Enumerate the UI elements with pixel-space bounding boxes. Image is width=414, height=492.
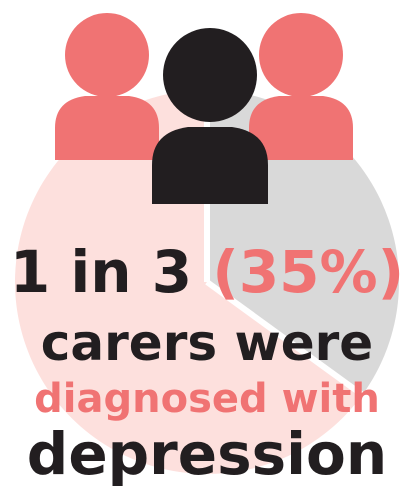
headline-line-1-main: 1 in 3 [10,238,212,306]
pie-slice-rest [15,90,363,475]
person-icon [152,28,268,204]
headline-line-3: diagnosed with [34,376,380,422]
pie-divider [205,279,365,398]
headline-line-1: 1 in 3 (35%) [10,238,404,306]
person-icon [249,13,353,160]
headline-line-1-percent: (35%) [212,238,404,306]
person-icon [55,13,159,160]
headline-line-4: depression [27,420,387,488]
headline-line-2: carers were [41,314,373,372]
